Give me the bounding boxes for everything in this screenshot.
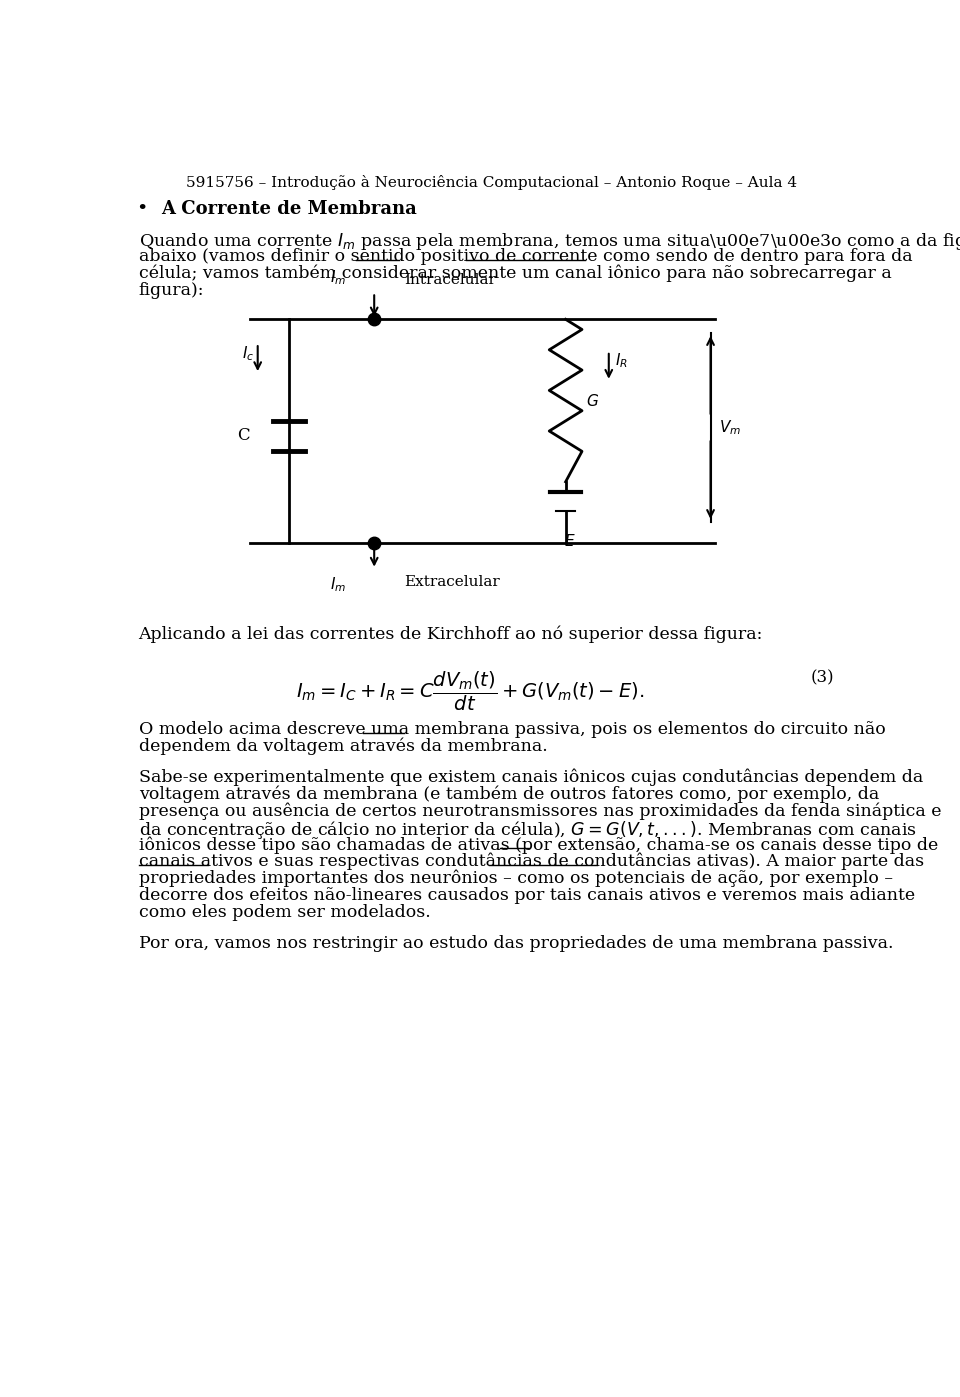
Text: dependem da voltagem através da membrana.: dependem da voltagem através da membrana… [138, 738, 547, 754]
Text: O modelo acima descreve uma membrana passiva, pois os elementos do circuito não: O modelo acima descreve uma membrana pas… [138, 721, 885, 738]
Text: canais ativos e suas respectivas condutâncias de condutâncias ativas). A maior p: canais ativos e suas respectivas condutâ… [138, 854, 924, 870]
Text: abaixo (vamos definir o sentido positivo de corrente como sendo de dentro para f: abaixo (vamos definir o sentido positivo… [138, 247, 912, 264]
Text: $I_c$: $I_c$ [242, 344, 254, 363]
Text: célula; vamos também considerar somente um canal iônico para não sobrecarregar a: célula; vamos também considerar somente … [138, 264, 891, 282]
Text: figura):: figura): [138, 282, 204, 299]
Text: Aplicando a lei das correntes de Kirchhoff ao nó superior dessa figura:: Aplicando a lei das correntes de Kirchho… [138, 626, 763, 643]
Text: •: • [136, 200, 148, 218]
Text: Intracelular: Intracelular [404, 272, 495, 286]
Text: da concentração de cálcio no interior da célula), $G = G(V, t, ...)$. Membranas : da concentração de cálcio no interior da… [138, 819, 917, 841]
Text: $I_m = I_C + I_R = C\dfrac{dV_m(t)}{dt} + G(V_m(t) - E).$: $I_m = I_C + I_R = C\dfrac{dV_m(t)}{dt} … [296, 669, 644, 712]
Text: (3): (3) [810, 669, 834, 687]
Text: C: C [237, 427, 250, 444]
Text: $I_m$: $I_m$ [329, 268, 346, 286]
Text: propriedades importantes dos neurônios – como os potenciais de ação, por exemplo: propriedades importantes dos neurônios –… [138, 870, 893, 887]
Text: $E$: $E$ [564, 534, 575, 549]
Text: como eles podem ser modelados.: como eles podem ser modelados. [138, 904, 430, 921]
Text: $V_m$: $V_m$ [719, 418, 741, 437]
Text: Sabe-se experimentalmente que existem canais iônicos cujas condutâncias dependem: Sabe-se experimentalmente que existem ca… [138, 768, 923, 785]
Text: $G$: $G$ [587, 393, 599, 408]
Text: voltagem através da membrana (e também de outros fatores como, por exemplo, da: voltagem através da membrana (e também d… [138, 785, 878, 803]
Text: A Corrente de Membrana: A Corrente de Membrana [161, 200, 417, 218]
Text: decorre dos efeitos não-lineares causados por tais canais ativos e veremos mais : decorre dos efeitos não-lineares causado… [138, 887, 915, 904]
Text: Quando uma corrente $I_m$ passa pela membrana, temos uma situa\u00e7\u00e3o como: Quando uma corrente $I_m$ passa pela mem… [138, 231, 960, 251]
Text: presença ou ausência de certos neurotransmissores nas proximidades da fenda siná: presença ou ausência de certos neurotran… [138, 802, 941, 820]
Text: Por ora, vamos nos restringir ao estudo das propriedades de uma membrana passiva: Por ora, vamos nos restringir ao estudo … [138, 935, 893, 951]
Text: iônicos desse tipo são chamadas de ativas (por extensão, chama-se os canais dess: iônicos desse tipo são chamadas de ativa… [138, 835, 938, 854]
Text: $I_R$: $I_R$ [614, 352, 628, 370]
Text: 5915756 – Introdução à Neurociência Computacional – Antonio Roque – Aula 4: 5915756 – Introdução à Neurociência Comp… [186, 176, 798, 190]
Text: $I_m$: $I_m$ [329, 576, 346, 594]
Text: Extracelular: Extracelular [404, 576, 500, 590]
